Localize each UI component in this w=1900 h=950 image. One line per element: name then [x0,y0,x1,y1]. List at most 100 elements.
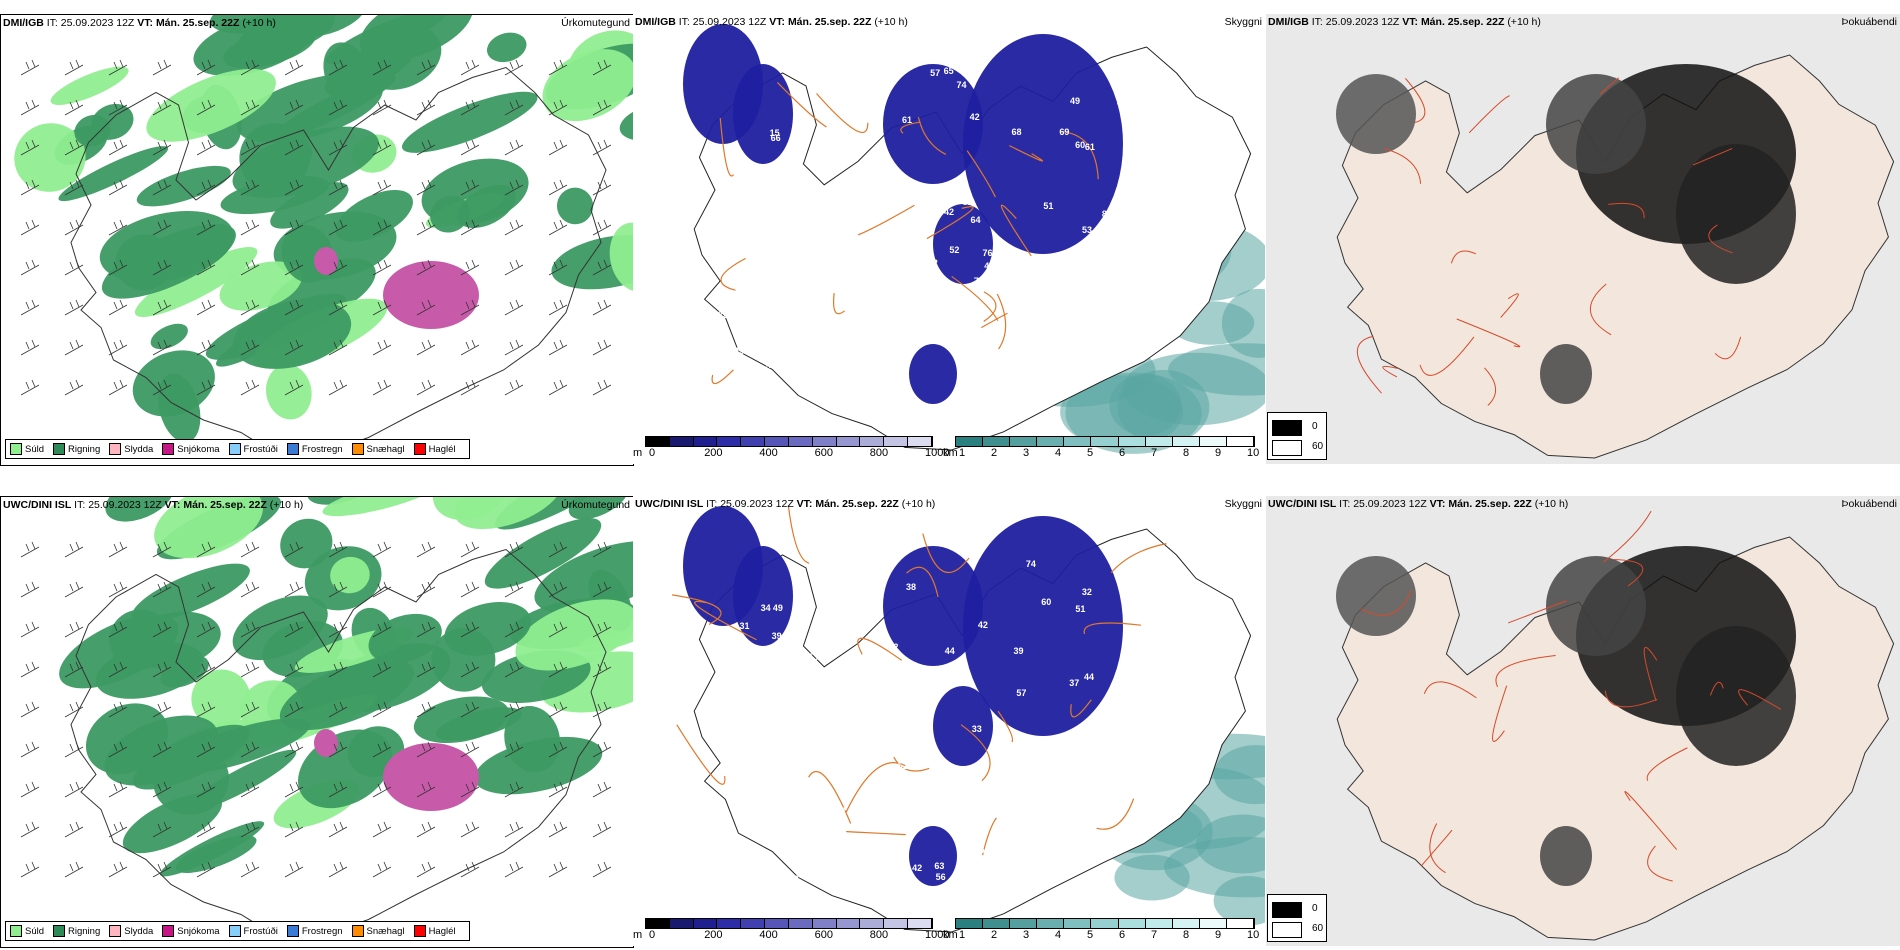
legend-label: Súld [25,925,45,937]
colorbar-strip [645,436,933,447]
cloud-base-label: 69 [1059,127,1070,138]
cloud-base-label: 47 [833,85,844,96]
cloud-base-label: 38 [746,682,757,693]
legend-swatch [351,443,364,455]
legend-item: Súld [10,925,44,937]
cloud-base-label: 58 [794,704,805,715]
cloud-title-row2: Skyggni [1224,498,1262,510]
legend-label: Snæhagl [366,443,405,455]
cloud-base-label: 47 [984,260,995,271]
cloud-base-label: 31 [739,620,750,631]
cloud-base-label: 60 [989,352,1000,363]
cloud-base-label: 59 [833,346,844,357]
cloud-base-areas [683,24,1123,404]
colorbar-tick: 1 [959,929,966,941]
cloud-base-label: 80 [765,337,776,348]
legend-swatch [10,925,22,937]
cloud-base-label: 32 [1081,587,1092,598]
cloud-base-label: 55 [727,782,738,793]
legend-label: Rigning [68,925,101,937]
cloud-base-label: 41 [1130,603,1141,614]
iceland-coastline [70,548,607,938]
cloud-base-label: 35 [777,659,788,670]
cloud-base-label: 39 [771,631,782,642]
cloud-base-label: 42 [977,620,988,631]
rain-areas [14,15,633,443]
cloud-title-row1: Skyggni [1224,16,1262,28]
cloud-base-label: 60 [1075,139,1086,150]
cloud-base-label: 42 [969,111,980,122]
cloud-base-label: 39 [714,841,725,852]
legend-label: Frostregn [301,925,343,937]
road-network [711,81,1099,385]
colorbar-strip [955,918,1255,929]
fog-areas [1336,64,1796,404]
cloud-base-label: 52 [792,582,804,593]
precip-legend-row1: Súld Rigning Slydda Snjókoma Frostúði Frostre… [5,439,470,459]
cloud-base-label: 60 [1041,597,1052,608]
cloud-base-label: 61 [1064,366,1075,377]
legend-label: Snjókoma [177,925,220,937]
cloud-base-label: 37 [1069,677,1080,688]
cloud-base-label: 41 [818,64,829,75]
cloud-base-label: 60 [858,340,869,351]
legend-item: Frostregn [286,925,343,937]
colorbar-tick: 10 [1247,447,1260,459]
fog-header-row1: DMI/IGB IT: 25.09.2023 12Z VT: Mán. 25.s… [1268,16,1541,28]
cloud-base-label: 42 [1079,856,1090,867]
cloud-base-label: 61 [1134,93,1145,104]
legend-swatch [228,925,241,937]
cloud-base-label: 34 [1102,343,1113,354]
fog-header-row2: UWC/DINI ISL IT: 25.09.2023 12Z VT: Mán.… [1268,498,1569,510]
legend-swatch [109,925,122,937]
cloud-base-label: 15 [729,872,740,883]
cloud-base-label: 48 [1134,184,1145,195]
legend-swatch [162,443,175,455]
cloud-base-label: 44 [944,645,955,656]
cloud-base-label: 44 [1084,672,1095,683]
colorbar-tick: 8 [1183,929,1190,941]
cloud-panel-row1: DMI/IGB IT: 25.09.2023 12Z VT: Mán. 25.s… [633,14,1265,464]
cloud-base-label: 63 [864,219,875,230]
cloud-panel-row2: UWC/DINI ISL IT: 25.09.2023 12Z VT: Mán.… [633,496,1265,946]
cloud-base-label: 52 [883,835,894,846]
legend-item: Snæhagl [351,443,405,455]
fog-areas [1336,546,1796,886]
legend-swatch [413,925,426,937]
iceland-coastline [70,66,607,456]
cloud-base-label: 52 [913,228,924,239]
legend-swatch [162,925,175,937]
legend-item: Slydda [109,925,153,937]
colorbar-tick: 600 [814,929,833,941]
cloud-base-label: 62 [837,741,848,752]
legend-label: Snjókoma [177,443,220,455]
colorbar-tick: 9 [1215,447,1222,459]
legend-item: Súld [10,443,44,455]
fog-legend-label-60: 60 [1312,923,1324,934]
colorbar-tick: 10 [1247,929,1260,941]
colorbar-tick: 5 [1087,929,1094,941]
cloud-base-label: 34 [760,603,771,614]
cloud-base-areas [683,506,1123,886]
cloud-base-label: 38 [906,582,917,593]
legend-swatch [53,443,66,455]
legend-label: Slydda [124,925,154,937]
cloud-base-label: 39 [1013,645,1024,656]
cloud-base-label: 60 [1100,737,1111,748]
colorbar-tick: 2 [991,447,998,459]
cloud-base-label: 64 [749,298,760,309]
colorbar-tick: 6 [1119,929,1126,941]
cloud-base-label: 40 [905,256,916,267]
cloud-base-label: 57 [930,67,941,78]
precip-legend-row2: Súld Rigning Slydda Snjókoma Frostúði Frostre… [5,921,470,941]
cloud-map-row2 [672,505,1265,933]
cloud-base-label: 61 [901,114,912,125]
snow-areas [314,729,479,811]
cloud-base-label: 222 [1030,859,1046,870]
legend-label: Snæhagl [366,925,405,937]
cloud-base-label: 53 [1138,582,1149,593]
fog-legend-swatch-60 [1272,922,1302,938]
colorbar-tick: 1000 [925,929,950,941]
cloud-base-label: 49 [915,280,926,291]
colorbar-unit: m [633,447,643,459]
